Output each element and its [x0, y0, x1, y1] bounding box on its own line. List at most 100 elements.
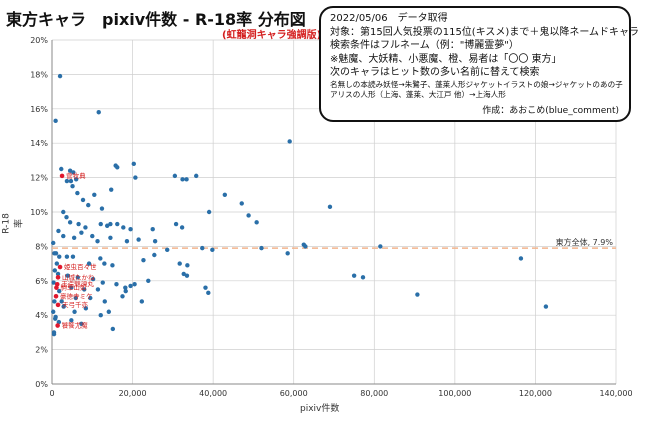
info-box: 2022/05/06 データ取得 対象：第15回人気投票の115位(キスメ)まで…	[319, 6, 640, 122]
data-point	[61, 304, 66, 309]
data-point	[52, 299, 57, 304]
data-point	[59, 299, 64, 304]
data-point	[132, 282, 137, 287]
chart-subtitle: (虹龍洞キャラ強調版)	[222, 30, 322, 41]
data-point	[57, 73, 63, 79]
data-point	[203, 285, 208, 290]
info-line-target: 対象：第15回人気投票の115位(キスメ)まで＋鬼以降ネームドキャラ	[330, 26, 640, 38]
y-tick-label: 2%	[35, 346, 48, 355]
highlighted-point-label: 豪徳寺ミケ	[60, 291, 93, 300]
data-point	[133, 175, 138, 180]
data-point	[109, 187, 114, 192]
info-line-date: 2022/05/06 データ取得	[330, 13, 448, 24]
highlighted-point-label: 駒草山如	[60, 283, 86, 292]
y-tick-label: 0%	[35, 380, 48, 389]
y-tick-label: 6%	[35, 277, 48, 286]
data-point	[53, 314, 58, 320]
data-point	[83, 225, 88, 230]
data-point	[79, 321, 84, 326]
highlighted-point	[53, 293, 59, 299]
data-point	[152, 252, 157, 258]
x-tick-label: 20,000	[119, 389, 147, 398]
data-point	[141, 257, 146, 263]
data-point	[124, 239, 130, 244]
data-point	[128, 227, 133, 232]
data-point	[177, 261, 182, 266]
data-point	[70, 184, 75, 189]
data-point	[73, 295, 78, 301]
data-point	[52, 268, 58, 273]
data-point	[518, 256, 524, 261]
highlighted-point	[55, 275, 61, 280]
data-point	[139, 299, 145, 304]
data-point	[121, 225, 126, 230]
data-point	[179, 225, 185, 230]
data-point	[51, 240, 56, 246]
data-point	[184, 273, 190, 278]
data-point	[99, 206, 105, 211]
data-point	[65, 273, 70, 278]
data-point	[73, 177, 79, 182]
data-point	[51, 309, 56, 314]
data-point	[543, 304, 549, 309]
data-point	[285, 251, 290, 256]
data-point	[102, 261, 107, 266]
info-line-replace: 次のキャラはヒット数の多い名前に替えて検索	[330, 67, 540, 78]
data-point	[146, 278, 151, 283]
data-point	[68, 178, 74, 184]
data-point	[52, 251, 57, 256]
data-point	[123, 285, 128, 290]
data-point	[54, 261, 60, 266]
data-point	[90, 233, 95, 239]
data-point	[98, 256, 103, 261]
highlighted-point-label: 饕餮尤魔	[62, 321, 89, 330]
data-point	[259, 245, 264, 251]
data-point	[327, 204, 333, 210]
highlighted-point	[59, 173, 65, 179]
data-point	[98, 221, 103, 227]
data-point	[67, 220, 73, 225]
highlighted-point	[54, 281, 60, 287]
data-point	[254, 220, 259, 225]
data-point	[61, 209, 66, 215]
data-point	[239, 201, 244, 206]
data-point	[86, 261, 92, 266]
data-point	[184, 177, 189, 182]
data-point	[64, 178, 70, 184]
highlighted-point-label: 山城たかね	[62, 272, 95, 281]
highlighted-point	[54, 285, 59, 290]
data-point	[185, 263, 190, 268]
data-point	[246, 213, 251, 218]
chart-title: 東方キャラ pixiv件数 - R-18率 分布図	[6, 10, 306, 29]
data-point	[83, 306, 89, 311]
data-point	[75, 275, 80, 280]
author-credit: 作成：あおこめ(blue_comment)	[482, 106, 619, 116]
data-point	[71, 170, 76, 175]
x-tick-label: 60,000	[280, 389, 308, 398]
data-point	[95, 239, 100, 244]
data-point	[67, 168, 73, 173]
data-point	[70, 254, 76, 259]
x-tick-label: 100,000	[438, 389, 471, 398]
data-point	[120, 294, 125, 299]
data-point	[378, 244, 383, 249]
info-line-replace-detail-2: アリスの人形（上海、蓬莱、大江戸 他）→上海人形	[330, 89, 506, 99]
data-point	[180, 177, 185, 182]
data-point	[173, 221, 179, 227]
data-point	[108, 221, 113, 227]
data-point	[360, 275, 366, 280]
data-point	[110, 263, 115, 268]
data-point	[123, 288, 128, 294]
data-point	[71, 235, 77, 240]
data-point	[80, 197, 86, 203]
data-point	[165, 247, 170, 253]
data-points	[51, 73, 549, 337]
y-tick-label: 16%	[30, 105, 48, 114]
data-point	[55, 271, 61, 277]
data-point	[102, 299, 107, 304]
data-point	[104, 223, 110, 228]
data-point	[56, 319, 62, 325]
info-line-exception: ※魅魔、大妖精、小悪魔、橙、易者は「〇〇 東方」	[330, 53, 562, 65]
average-label: 東方全体, 7.9%	[556, 237, 614, 247]
data-point	[92, 192, 97, 197]
